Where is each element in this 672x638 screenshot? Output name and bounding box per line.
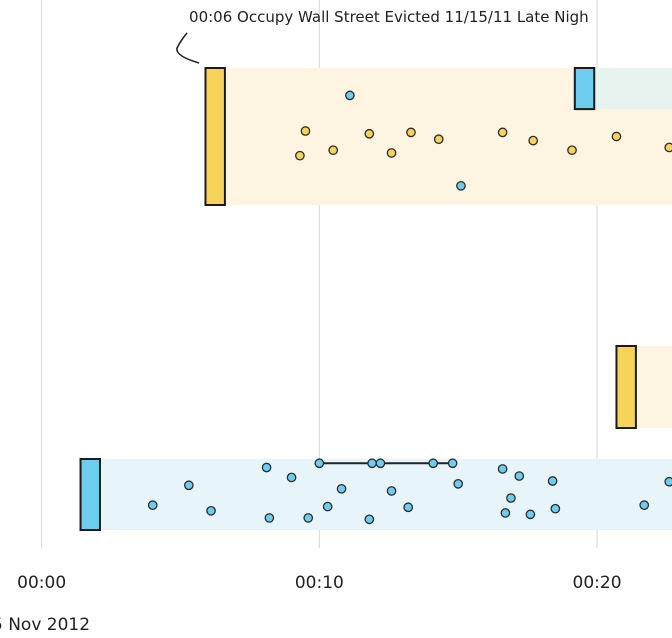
data-point [639, 500, 650, 510]
row-bands [99, 68, 672, 530]
data-point [300, 126, 311, 136]
data-point [611, 131, 622, 142]
event-marker [573, 67, 596, 111]
data-point [295, 150, 305, 161]
date-label: 5 Nov 2012 [0, 615, 90, 635]
data-point [336, 483, 347, 494]
x-tick-label: 00:10 [295, 573, 344, 593]
data-point [447, 458, 458, 469]
data-point [364, 514, 375, 525]
data-point [547, 476, 558, 486]
data-point [456, 180, 466, 191]
data-point [386, 148, 397, 158]
data-point [550, 503, 561, 514]
annotation: 00:06 Occupy Wall Street Evicted 11/15/1… [176, 8, 589, 64]
annotation-leader [176, 32, 200, 64]
data-point [328, 145, 339, 156]
data-point [433, 134, 444, 145]
x-tick-label: 00:20 [573, 573, 622, 593]
event-marker [204, 67, 226, 206]
row-band [99, 459, 672, 530]
data-point [386, 486, 397, 496]
data-point [303, 513, 314, 523]
data-point [364, 128, 375, 139]
data-point [345, 90, 355, 101]
data-point [183, 480, 194, 491]
data-point [261, 462, 272, 473]
data-point [497, 464, 508, 474]
x-axis-ticks: 00:00 00:10 00:20 [17, 573, 621, 593]
annotation-text: 00:06 Occupy Wall Street Evicted 11/15/1… [189, 8, 589, 26]
data-point [322, 501, 333, 512]
data-point [403, 502, 414, 513]
event-marker [615, 345, 637, 429]
data-point [406, 127, 416, 138]
data-point [453, 478, 464, 489]
data-point [500, 508, 511, 518]
data-point [514, 471, 525, 481]
event-markers [79, 67, 637, 531]
data-point [264, 513, 275, 523]
data-point [147, 500, 158, 510]
data-point [367, 458, 377, 469]
data-point [497, 127, 508, 138]
event-marker [79, 458, 101, 531]
data-point [664, 476, 672, 487]
data-point [525, 509, 536, 520]
row-band [635, 346, 672, 428]
data-point [314, 458, 325, 469]
data-point [567, 145, 577, 156]
x-tick-label: 00:00 [17, 573, 66, 593]
row-band [594, 68, 672, 110]
data-point [506, 493, 516, 503]
data-point [664, 142, 672, 153]
data-point [286, 472, 297, 483]
data-point [528, 135, 539, 146]
data-point [428, 458, 439, 469]
data-point [206, 505, 216, 516]
data-points [147, 90, 672, 525]
data-point [375, 458, 386, 469]
